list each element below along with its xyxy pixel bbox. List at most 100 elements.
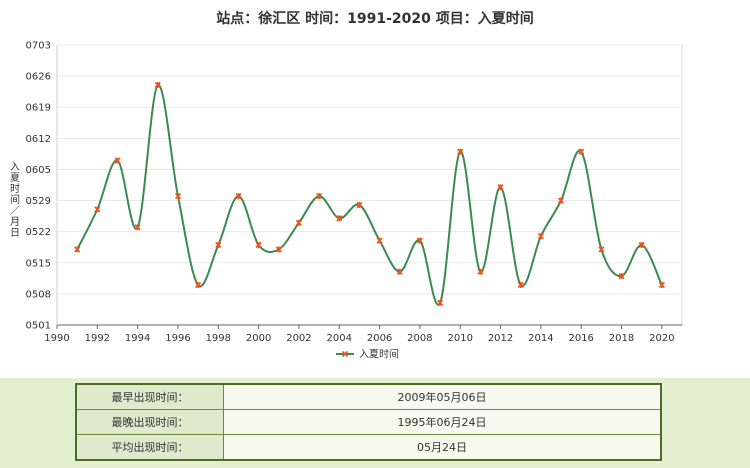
data-point [94,206,101,213]
x-tick-label: 2014 [528,333,553,344]
x-tick-label: 2000 [246,333,271,344]
data-point-marker [316,193,323,200]
x-tick-label: 1994 [125,333,150,344]
data-point-marker [356,201,363,209]
stat-value-average: 05月24日 [223,434,662,461]
x-tick-label: 1998 [206,333,231,344]
data-point [658,281,665,289]
data-point-marker [497,184,504,191]
data-point [618,273,625,280]
tick-labels: 0501 0508 0515 0522 0529 0605 0612 0619 0626 0703… [26,41,675,345]
data-point [174,193,182,200]
table-row: 平均出现时间： 05月24日 [75,434,662,461]
chart-area: 0501 0508 0515 0522 0529 0605 0612 0619 0626 0703… [10,11,683,361]
data-point-marker [215,241,222,249]
data-point [437,299,444,306]
data-point-marker [557,197,565,204]
data-point [295,219,302,226]
data-point-marker [376,237,383,244]
data-point [235,193,242,200]
data-point-marker [295,219,302,226]
legend: 入夏时间 [336,348,399,361]
data-point [356,201,363,209]
x-tick-label: 2004 [327,333,352,344]
data-point [74,246,81,253]
legend-label: 入夏时间 [359,348,399,361]
data-point-marker [457,148,464,155]
data-point [195,281,202,289]
plot-frame [56,44,683,326]
stat-label-average: 平均出现时间： [75,434,224,461]
x-tick-label: 2018 [609,333,634,344]
data-point-marker [437,299,444,306]
stats-table: 最早出现时间： 2009年05月06日 最晚出现时间： 1995年06月24日 … [75,383,662,461]
table-row: 最晚出现时间： 1995年06月24日 [75,409,662,435]
y-tick-label: 0501 [26,321,51,332]
x-tick-label: 2016 [568,333,593,344]
y-tick-label: 0626 [26,72,51,83]
x-tick-label: 2006 [367,333,392,344]
data-point-marker [537,233,544,240]
data-point [215,241,222,249]
data-point [376,237,383,244]
data-point [457,148,464,155]
data-point-marker [255,241,262,249]
data-point [114,157,121,164]
data-point [537,233,544,240]
data-point-marker [477,268,484,275]
data-point [316,193,323,200]
x-tick-label: 2012 [488,333,513,344]
y-tick-label: 0529 [26,196,51,207]
legend-marker [341,350,349,358]
data-point-marker [195,281,202,289]
data-point-marker [114,157,121,164]
data-point [497,184,504,191]
data-point [134,224,141,231]
y-tick-label: 0612 [26,134,51,145]
data-point [396,268,403,275]
axes [56,45,682,329]
data-point-marker [154,81,161,89]
table-row: 最早出现时间： 2009年05月06日 [75,383,662,410]
line-chart: 0501 0508 0515 0522 0529 0605 0612 0619 0626 0703… [26,41,683,361]
x-tick-label: 2008 [407,333,432,344]
data-point-marker [618,273,625,280]
data-point [557,197,565,204]
data-point-marker [275,246,282,253]
y-axis-label: 入夏时间／月日 [10,162,20,239]
data-point [578,148,585,155]
data-point-marker [416,237,423,244]
x-tick-label: 2010 [447,333,472,344]
data-point [598,246,605,253]
data-point [275,246,282,253]
stat-label-latest: 最晚出现时间： [75,409,224,435]
x-tick-label: 1990 [44,333,69,344]
data-point [336,215,343,222]
data-point-marker [598,246,605,253]
data-point-marker [235,193,242,200]
data-point-marker [396,268,403,275]
data-point-marker [578,148,585,155]
x-tick-label: 2020 [649,333,674,344]
data-point [517,281,524,289]
data-point-marker [174,193,182,200]
series-layer [74,81,665,306]
x-tick-label: 1996 [165,333,190,344]
data-point-marker [638,241,645,249]
grid-lines [56,44,683,326]
chart-title: 站点：徐汇区 时间：1991-2020 项目：入夏时间 [216,11,534,27]
y-tick-label: 0619 [26,103,51,114]
y-tick-label: 0703 [26,41,51,52]
data-point-marker [74,246,81,253]
data-point [255,241,262,249]
y-tick-label: 0508 [26,289,51,300]
y-tick-label: 0522 [26,227,51,238]
data-point-marker [94,206,101,213]
stat-value-earliest: 2009年05月06日 [223,383,662,410]
y-tick-label: 0605 [26,165,51,176]
y-tick-label: 0515 [26,258,51,269]
data-point-marker [517,281,524,289]
stat-value-latest: 1995年06月24日 [223,409,662,435]
data-point-marker [134,224,141,231]
data-point [638,241,645,249]
